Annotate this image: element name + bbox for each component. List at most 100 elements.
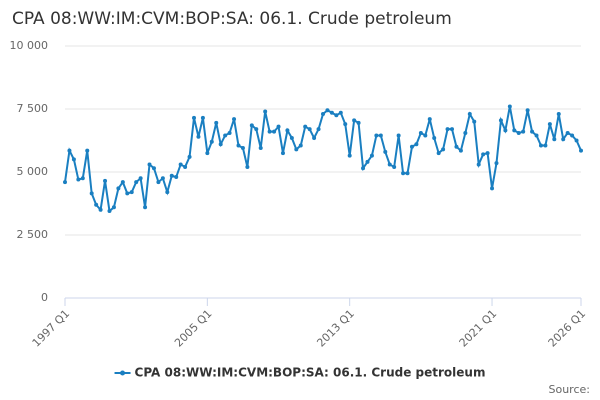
- point: [409, 144, 414, 149]
- point: [103, 178, 108, 183]
- point: [552, 137, 557, 142]
- point: [107, 209, 112, 214]
- chart-title: CPA 08:WW:IM:CVM:BOP:SA: 06.1. Crude pet…: [12, 9, 452, 29]
- point: [538, 143, 543, 148]
- point: [401, 171, 406, 176]
- point: [369, 153, 374, 158]
- point: [396, 133, 401, 138]
- point: [169, 173, 174, 178]
- point: [414, 142, 419, 147]
- point: [361, 166, 366, 171]
- point: [209, 139, 214, 144]
- point: [498, 118, 503, 123]
- point: [63, 180, 67, 185]
- x-tick-label: 2021 Q1: [457, 307, 500, 350]
- point: [289, 135, 294, 140]
- point: [134, 180, 139, 185]
- x-tick-label: 2005 Q1: [172, 307, 215, 350]
- x-tick-label: 2026 Q1: [546, 307, 589, 350]
- point: [530, 129, 535, 134]
- point: [111, 205, 116, 210]
- series-line: [64, 106, 582, 213]
- point: [436, 151, 441, 156]
- point: [129, 190, 134, 195]
- point: [365, 159, 370, 164]
- point: [236, 143, 241, 148]
- point: [276, 124, 281, 129]
- point: [441, 147, 446, 152]
- point: [196, 134, 201, 139]
- point: [89, 191, 94, 196]
- point: [205, 151, 210, 156]
- point: [120, 180, 125, 185]
- point: [561, 137, 566, 142]
- point: [423, 133, 428, 138]
- point: [94, 202, 99, 207]
- point: [547, 122, 552, 127]
- point: [151, 166, 156, 171]
- point: [481, 152, 486, 157]
- point: [334, 113, 339, 118]
- point: [214, 120, 219, 125]
- point: [263, 109, 268, 114]
- point: [232, 117, 237, 122]
- point: [374, 133, 379, 138]
- point: [356, 120, 361, 125]
- point: [98, 207, 103, 212]
- point: [383, 149, 388, 154]
- point: [534, 133, 539, 138]
- point: [570, 133, 575, 138]
- point: [76, 177, 81, 182]
- point: [187, 154, 192, 159]
- point: [579, 148, 583, 153]
- point: [178, 162, 183, 167]
- point: [418, 130, 423, 135]
- point: [321, 112, 325, 117]
- point: [472, 119, 477, 124]
- point: [294, 147, 299, 152]
- point: [298, 143, 303, 148]
- point: [249, 123, 254, 128]
- point: [458, 148, 463, 153]
- point: [272, 129, 277, 134]
- point: [405, 171, 410, 176]
- source-label: Source:: [549, 383, 591, 396]
- point: [352, 118, 357, 123]
- point: [258, 146, 263, 151]
- point: [343, 122, 348, 127]
- point: [507, 104, 512, 109]
- point: [267, 129, 272, 134]
- point: [329, 110, 334, 115]
- point: [192, 115, 196, 120]
- point: [463, 130, 468, 135]
- legend-marker: [120, 370, 126, 376]
- point: [494, 161, 499, 166]
- point: [116, 186, 121, 191]
- point: [574, 138, 579, 143]
- point: [125, 191, 130, 196]
- point: [174, 175, 179, 180]
- point: [240, 146, 245, 151]
- point: [223, 133, 228, 138]
- y-tick-label: 2 500: [17, 228, 49, 241]
- point: [485, 151, 490, 156]
- point: [67, 148, 72, 153]
- point: [303, 124, 308, 129]
- y-tick-label: 7 500: [17, 102, 49, 115]
- y-tick-label: 5 000: [17, 165, 49, 178]
- point: [312, 135, 317, 140]
- point: [285, 128, 290, 133]
- point: [543, 143, 548, 148]
- point: [307, 127, 312, 132]
- point: [280, 151, 285, 156]
- point: [160, 176, 165, 181]
- point: [138, 176, 143, 181]
- point: [347, 153, 352, 158]
- point: [183, 164, 188, 169]
- point: [71, 157, 76, 162]
- point: [512, 128, 517, 133]
- y-tick-label: 0: [41, 291, 48, 304]
- x-tick-label: 1997 Q1: [30, 307, 73, 350]
- point: [467, 112, 472, 117]
